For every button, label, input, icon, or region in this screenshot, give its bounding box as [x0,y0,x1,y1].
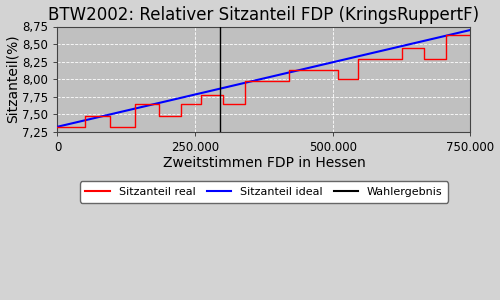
Title: BTW2002: Relativer Sitzanteil FDP (KringsRuppertF): BTW2002: Relativer Sitzanteil FDP (Kring… [48,6,480,24]
Y-axis label: Sitzanteil(%): Sitzanteil(%) [6,35,20,123]
Legend: Sitzanteil real, Sitzanteil ideal, Wahlergebnis: Sitzanteil real, Sitzanteil ideal, Wahle… [80,182,448,203]
X-axis label: Zweitstimmen FDP in Hessen: Zweitstimmen FDP in Hessen [162,157,366,170]
